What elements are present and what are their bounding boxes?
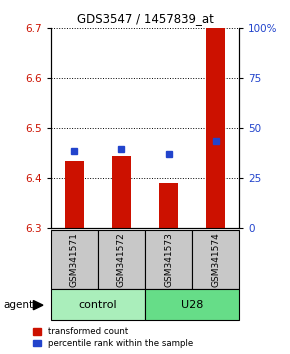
- Text: GDS3547 / 1457839_at: GDS3547 / 1457839_at: [77, 12, 213, 25]
- Bar: [145, 230, 192, 289]
- Text: U28: U28: [181, 300, 203, 310]
- Text: agent: agent: [3, 300, 33, 310]
- Text: GSM341573: GSM341573: [164, 232, 173, 287]
- Bar: [65, 161, 84, 228]
- Bar: [192, 230, 239, 289]
- Bar: [145, 289, 239, 320]
- Bar: [112, 156, 131, 228]
- Bar: [51, 230, 98, 289]
- Text: GSM341571: GSM341571: [70, 232, 79, 287]
- Polygon shape: [33, 301, 43, 310]
- Text: control: control: [79, 300, 117, 310]
- Bar: [159, 183, 178, 228]
- Bar: [51, 289, 145, 320]
- Legend: transformed count, percentile rank within the sample: transformed count, percentile rank withi…: [33, 327, 193, 348]
- Bar: [98, 230, 145, 289]
- Text: GSM341574: GSM341574: [211, 232, 220, 287]
- Text: GSM341572: GSM341572: [117, 232, 126, 287]
- Bar: [206, 28, 225, 228]
